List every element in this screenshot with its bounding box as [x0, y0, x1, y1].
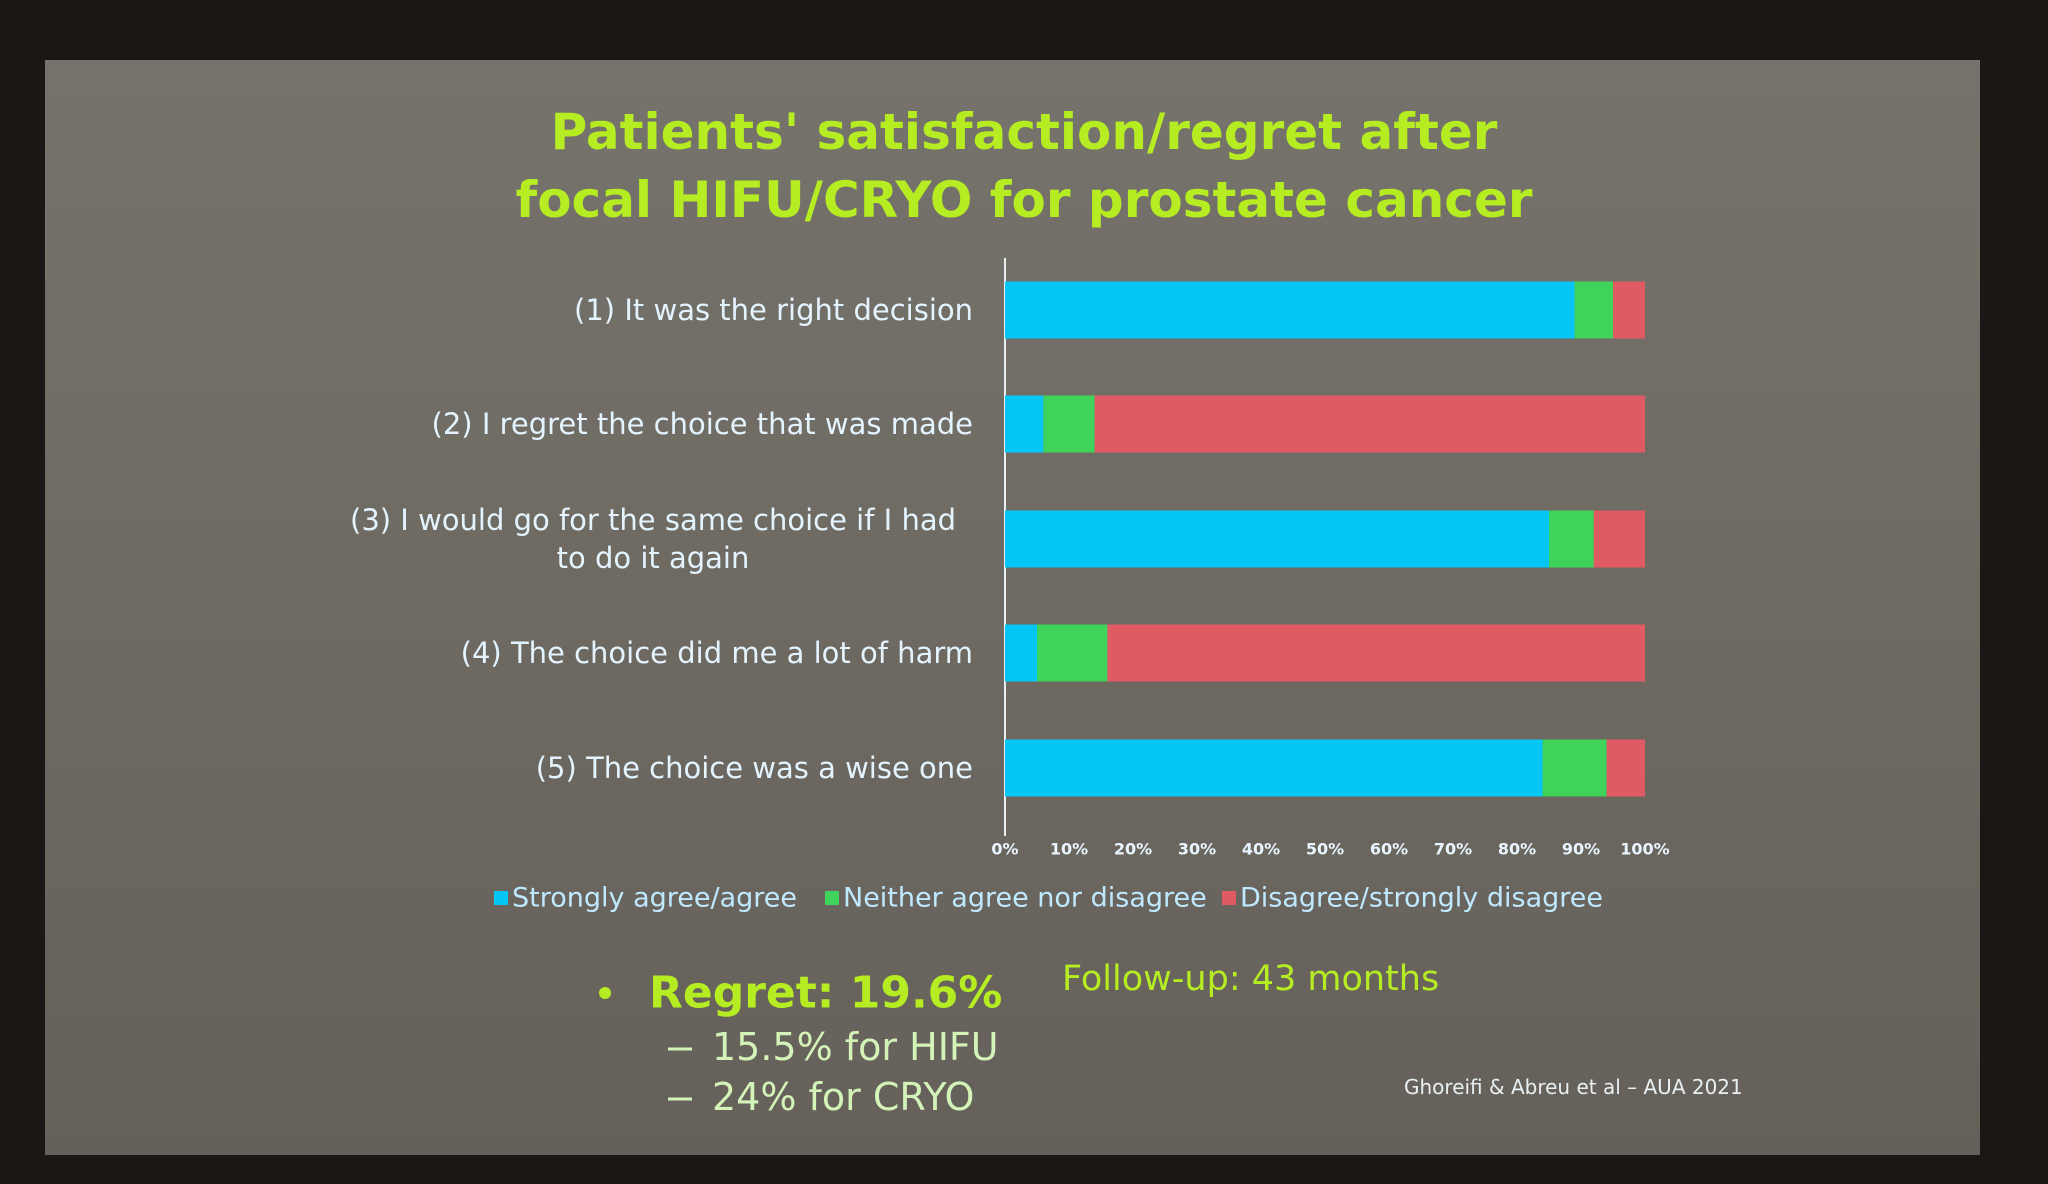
- bar-segment: [1542, 739, 1607, 797]
- x-tick-label: 10%: [1049, 839, 1089, 859]
- bar-segment: [1005, 624, 1037, 682]
- slide: [45, 60, 1980, 1155]
- category-text: (2) I regret the choice that was made: [431, 407, 973, 441]
- category-label: (5) The choice was a wise one: [536, 749, 973, 787]
- annotation: Follow-up: 43 months: [1062, 959, 1440, 999]
- bar-segment: [1037, 624, 1108, 682]
- bar-segment: [1094, 395, 1645, 453]
- bar-segment: [1107, 624, 1645, 682]
- legend-label: Strongly agree/agree: [512, 882, 797, 914]
- title-line: focal HIFU/CRYO for prostate cancer: [515, 171, 1533, 229]
- bullet: [599, 987, 611, 999]
- x-tick-label: 0%: [991, 839, 1019, 859]
- annotation: Ghoreifi & Abreu et al – AUA 2021: [1404, 1075, 1743, 1099]
- legend-label: Disagree/strongly disagree: [1240, 882, 1603, 914]
- bar-segment: [1005, 281, 1575, 339]
- bar-segment: [1043, 395, 1095, 453]
- legend-label: Neither agree nor disagree: [843, 882, 1207, 914]
- x-tick-label: 100%: [1620, 839, 1670, 859]
- title-line: Patients' satisfaction/regret after: [550, 103, 1498, 161]
- x-tick-label: 70%: [1433, 839, 1473, 859]
- x-tick-label: 40%: [1241, 839, 1281, 859]
- x-tick-label: 90%: [1561, 839, 1601, 859]
- category-text: (4) The choice did me a lot of harm: [460, 636, 973, 670]
- bar-segment: [1574, 281, 1613, 339]
- bar-segment: [1606, 739, 1645, 797]
- x-tick-label: 30%: [1177, 839, 1217, 859]
- bar-segment: [1593, 510, 1645, 568]
- legend-swatch: [494, 891, 508, 905]
- legend-swatch: [825, 891, 839, 905]
- bar-segment: [1613, 281, 1645, 339]
- x-tick-label: 80%: [1497, 839, 1537, 859]
- category-label: (1) It was the right decision: [574, 291, 973, 329]
- annotation: 24% for CRYO: [712, 1075, 975, 1119]
- bar-segment: [1005, 395, 1044, 453]
- category-text: (5) The choice was a wise one: [535, 751, 973, 785]
- category-label: (2) I regret the choice that was made: [432, 405, 973, 443]
- x-tick-label: 60%: [1369, 839, 1409, 859]
- bar-segment: [1005, 739, 1543, 797]
- bar-segment: [1549, 510, 1594, 568]
- category-label: (3) I would go for the same choice if I …: [333, 501, 973, 577]
- category-label: (4) The choice did me a lot of harm: [461, 634, 973, 672]
- category-text: (3) I would go for the same choice if I …: [350, 503, 956, 575]
- x-tick-label: 20%: [1113, 839, 1153, 859]
- legend-swatch: [1222, 891, 1236, 905]
- category-text: (1) It was the right decision: [574, 293, 973, 327]
- bar-segment: [1005, 510, 1549, 568]
- annotation: 15.5% for HIFU: [712, 1025, 999, 1069]
- annotation: Regret: 19.6%: [649, 967, 1003, 1019]
- x-tick-label: 50%: [1305, 839, 1345, 859]
- chart-title: Patients' satisfaction/regret after foca…: [0, 98, 2048, 234]
